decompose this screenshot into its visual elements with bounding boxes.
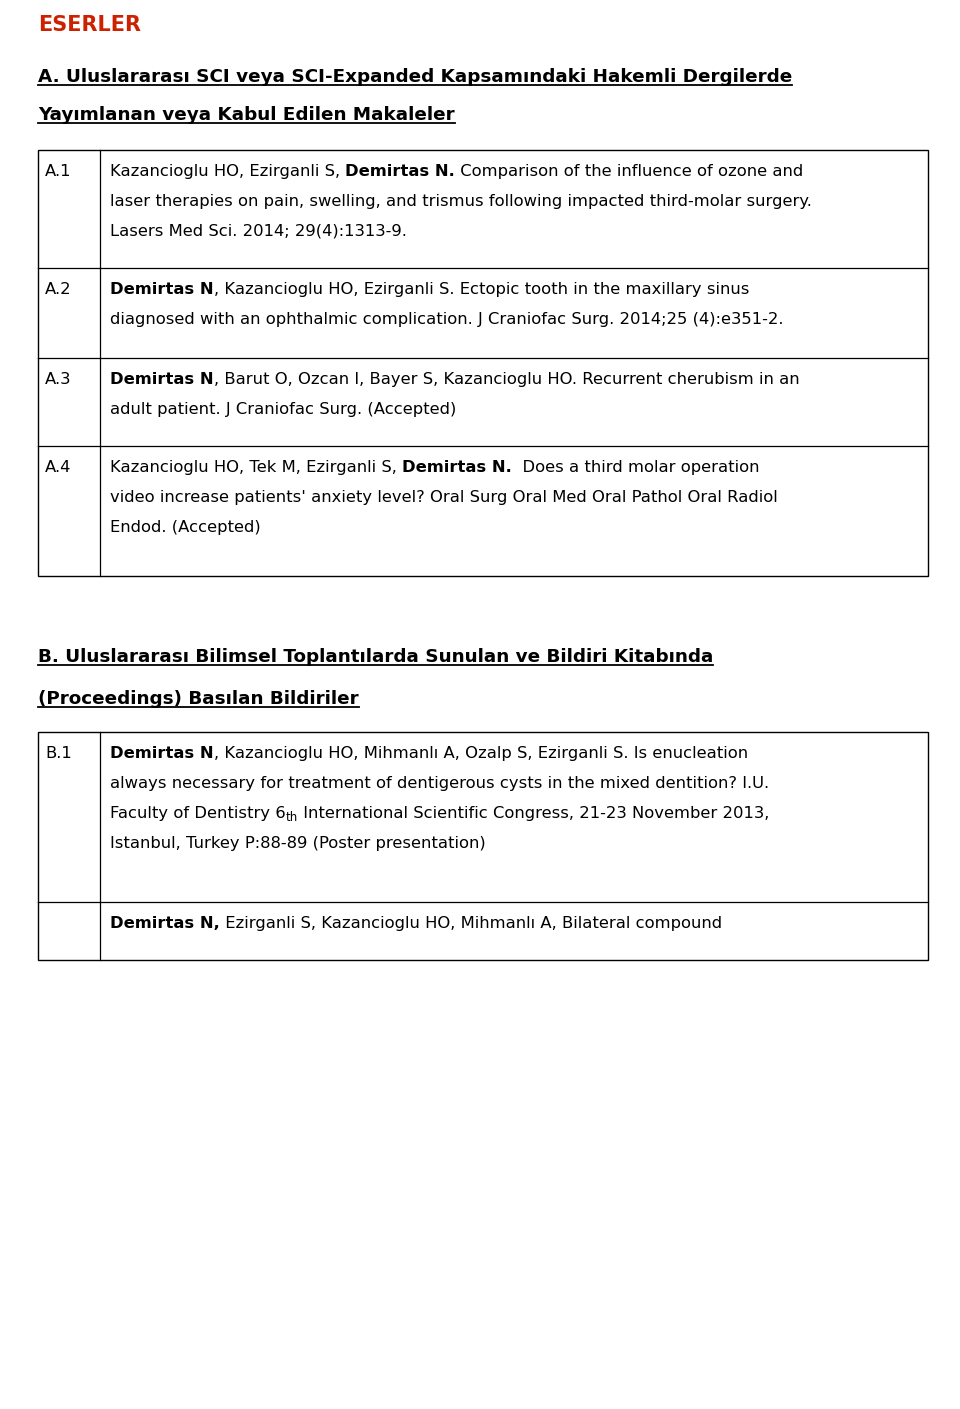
Text: (Proceedings) Basılan Bildiriler: (Proceedings) Basılan Bildiriler: [38, 690, 359, 707]
Text: Demirtas N.: Demirtas N.: [346, 163, 455, 179]
Text: Demirtas N: Demirtas N: [110, 372, 214, 387]
Text: International Scientific Congress, 21-23 November 2013,: International Scientific Congress, 21-23…: [298, 806, 769, 821]
Text: Istanbul, Turkey P:88-89 (Poster presentation): Istanbul, Turkey P:88-89 (Poster present…: [110, 836, 486, 851]
Text: always necessary for treatment of dentigerous cysts in the mixed dentition? I.U.: always necessary for treatment of dentig…: [110, 776, 769, 790]
Text: ESERLER: ESERLER: [38, 15, 141, 35]
Text: B. Uluslararası Bilimsel Toplantılarda Sunulan ve Bildiri Kitabında: B. Uluslararası Bilimsel Toplantılarda S…: [38, 648, 713, 666]
Text: Demirtas N: Demirtas N: [110, 282, 214, 297]
Text: , Kazancioglu HO, Ezirganli S. Ectopic tooth in the maxillary sinus: , Kazancioglu HO, Ezirganli S. Ectopic t…: [214, 282, 749, 297]
Text: A.1: A.1: [45, 163, 71, 179]
Text: B.1: B.1: [45, 745, 72, 761]
Text: , Barut O, Ozcan I, Bayer S, Kazancioglu HO. Recurrent cherubism in an: , Barut O, Ozcan I, Bayer S, Kazancioglu…: [214, 372, 800, 387]
Text: A.4: A.4: [45, 459, 71, 475]
Text: Faculty of Dentistry 6: Faculty of Dentistry 6: [110, 806, 286, 821]
Text: Lasers Med Sci. 2014; 29(4):1313-9.: Lasers Med Sci. 2014; 29(4):1313-9.: [110, 224, 407, 240]
Bar: [38, 733, 928, 960]
Text: Demirtas N,: Demirtas N,: [110, 916, 220, 931]
Text: Ezirganli S, Kazancioglu HO, Mihmanlı A, Bilateral compound: Ezirganli S, Kazancioglu HO, Mihmanlı A,…: [220, 916, 722, 931]
Text: Comparison of the influence of ozone and: Comparison of the influence of ozone and: [455, 163, 804, 179]
Text: video increase patients' anxiety level? Oral Surg Oral Med Oral Pathol Oral Radi: video increase patients' anxiety level? …: [110, 490, 778, 504]
Text: Demirtas N.: Demirtas N.: [402, 459, 512, 475]
Text: A.2: A.2: [45, 282, 72, 297]
Text: A. Uluslararası SCI veya SCI-Expanded Kapsamındaki Hakemli Dergilerde: A. Uluslararası SCI veya SCI-Expanded Ka…: [38, 68, 792, 86]
Text: Kazancioglu HO, Ezirganli S,: Kazancioglu HO, Ezirganli S,: [110, 163, 346, 179]
Text: adult patient. J Craniofac Surg. (Accepted): adult patient. J Craniofac Surg. (Accept…: [110, 402, 456, 417]
Text: , Kazancioglu HO, Mihmanlı A, Ozalp S, Ezirganli S. Is enucleation: , Kazancioglu HO, Mihmanlı A, Ozalp S, E…: [214, 745, 748, 761]
Text: A.3: A.3: [45, 372, 71, 387]
Text: th: th: [286, 812, 298, 824]
Text: Endod. (Accepted): Endod. (Accepted): [110, 520, 261, 535]
Text: Yayımlanan veya Kabul Edilen Makaleler: Yayımlanan veya Kabul Edilen Makaleler: [38, 106, 455, 124]
Text: diagnosed with an ophthalmic complication. J Craniofac Surg. 2014;25 (4):e351-2.: diagnosed with an ophthalmic complicatio…: [110, 311, 783, 327]
Text: Does a third molar operation: Does a third molar operation: [512, 459, 759, 475]
Bar: [38, 149, 928, 576]
Text: Kazancioglu HO, Tek M, Ezirganli S,: Kazancioglu HO, Tek M, Ezirganli S,: [110, 459, 402, 475]
Text: laser therapies on pain, swelling, and trismus following impacted third-molar su: laser therapies on pain, swelling, and t…: [110, 194, 812, 209]
Text: Demirtas N: Demirtas N: [110, 745, 214, 761]
